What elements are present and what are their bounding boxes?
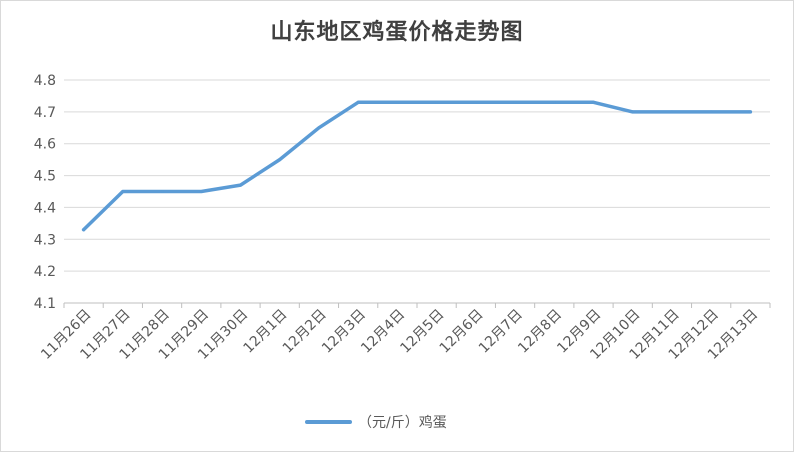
data-point	[278, 158, 282, 162]
data-point	[317, 126, 321, 130]
data-point	[356, 100, 360, 104]
y-tick-label: 4.2	[34, 264, 56, 280]
legend: （元/斤）鸡蛋	[305, 414, 447, 431]
grid-layer	[63, 79, 771, 308]
data-point	[199, 190, 203, 193]
data-point	[395, 100, 399, 104]
data-point	[474, 100, 478, 104]
chart-title: 山东地区鸡蛋价格走势图	[270, 20, 524, 45]
y-tick-labels: 4.1 4.2 4.3 4.4 4.5 4.6 4.7 4.8	[34, 73, 56, 312]
y-tick-label: 4.8	[34, 73, 56, 89]
data-point	[748, 110, 752, 114]
data-point	[435, 100, 439, 104]
y-tick-label: 4.5	[34, 169, 56, 185]
data-point	[513, 100, 517, 104]
y-tick-label: 4.3	[34, 232, 56, 248]
series-layer	[81, 100, 753, 232]
y-tick-label: 4.4	[34, 200, 56, 216]
data-point	[709, 110, 713, 114]
data-point	[670, 110, 674, 114]
y-tick-label: 4.7	[34, 105, 56, 121]
data-point	[631, 110, 635, 114]
data-point	[552, 100, 556, 104]
data-point	[121, 190, 125, 193]
data-point	[239, 183, 242, 187]
y-tick-label: 4.6	[34, 137, 56, 153]
data-point	[160, 190, 164, 193]
y-tick-label: 4.1	[34, 296, 56, 312]
x-tick-labels: 11月26日11月27日11月28日11月29日11月30日12月1日12月2日…	[38, 307, 761, 363]
legend-label: （元/斤）鸡蛋	[358, 414, 447, 431]
series-line	[81, 100, 753, 232]
data-point	[82, 228, 86, 232]
data-point	[592, 100, 595, 104]
